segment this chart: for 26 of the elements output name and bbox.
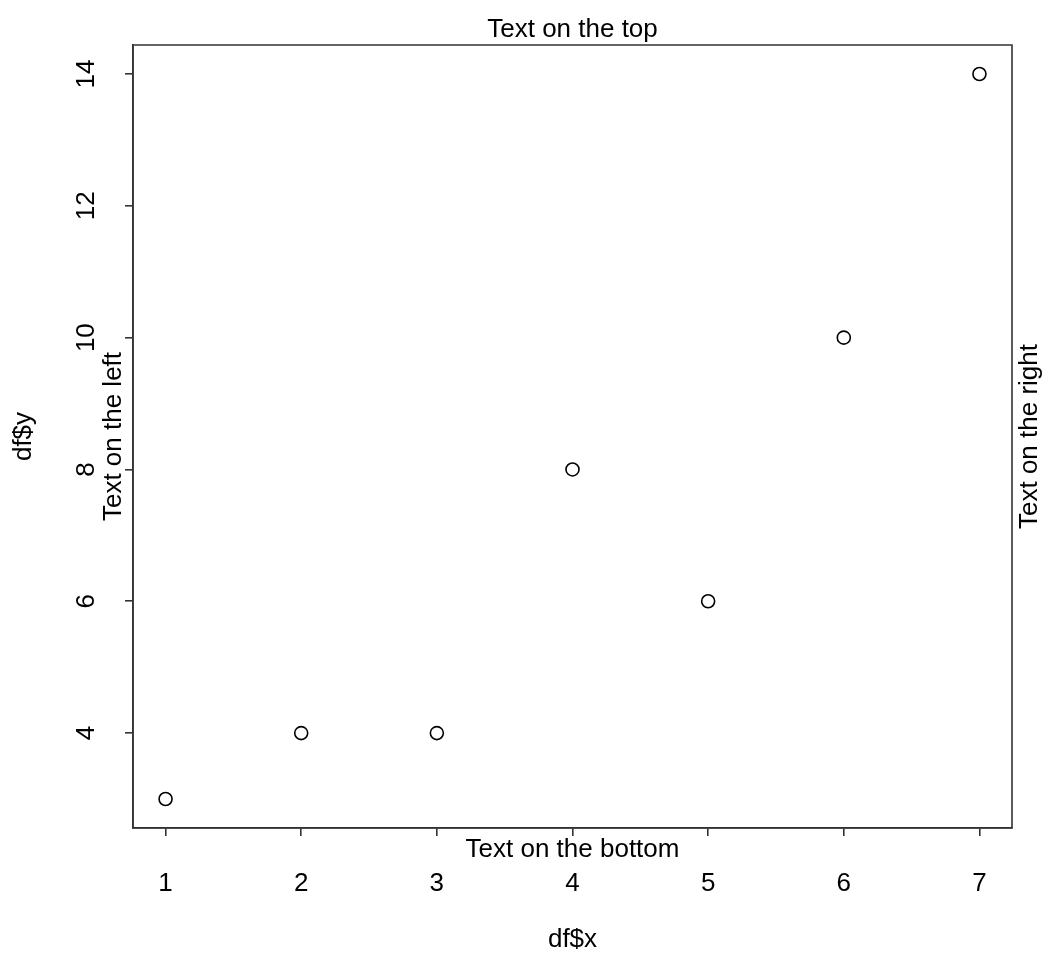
- x-tick-label: 4: [565, 866, 580, 897]
- x-tick-label: 1: [158, 866, 173, 897]
- y-axis-title: df$y: [6, 411, 37, 462]
- x-tick-label: 5: [700, 866, 716, 897]
- text: Text on the top: [487, 13, 658, 44]
- text: Text on the bottom: [465, 833, 680, 864]
- y-tick-label: 4: [69, 725, 100, 741]
- point: [293, 725, 309, 741]
- point: [700, 593, 716, 609]
- y-tick-label: 12: [69, 191, 100, 221]
- y-tick-label: 8: [69, 462, 100, 477]
- point: [836, 330, 852, 345]
- point: [972, 66, 987, 82]
- x-tick-label: 3: [429, 866, 445, 897]
- text: Text on the left: [97, 351, 128, 522]
- x-tick-label: 7: [972, 866, 987, 897]
- x-tick-label: 6: [836, 866, 852, 897]
- y-tick-label: 14: [69, 59, 100, 89]
- point: [429, 725, 445, 741]
- text: Text on the right: [1013, 343, 1044, 529]
- y-tick-label: 10: [69, 323, 100, 353]
- x-axis-title: df$x: [547, 922, 598, 953]
- y-tick-label: 6: [69, 594, 100, 609]
- x-tick-label: 2: [293, 866, 309, 897]
- point: [565, 462, 580, 477]
- point: [158, 791, 173, 807]
